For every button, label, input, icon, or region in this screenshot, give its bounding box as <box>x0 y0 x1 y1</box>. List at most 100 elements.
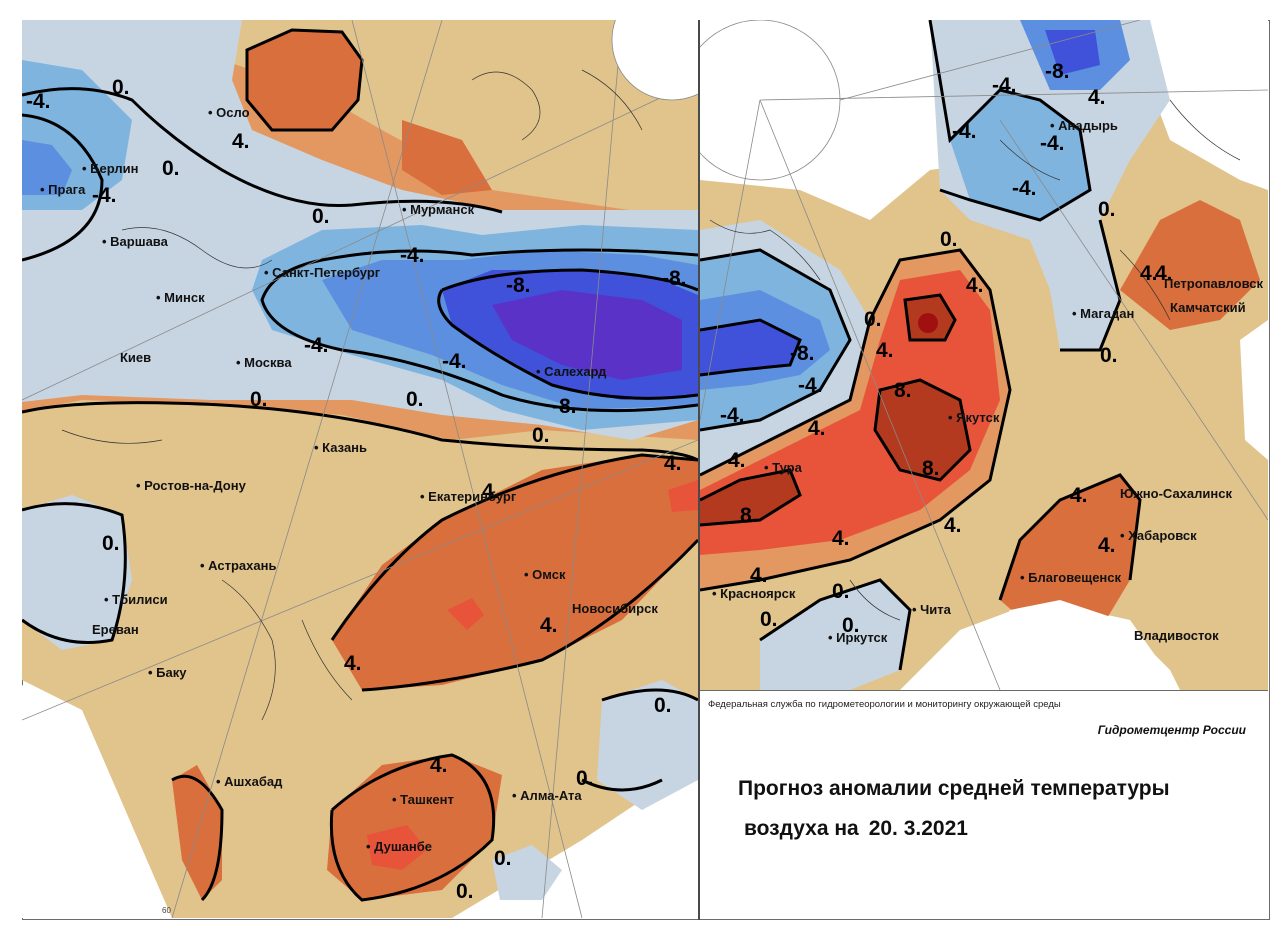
r-iso-label-minus8: -8. <box>790 342 815 365</box>
panel-divider <box>698 20 700 920</box>
city-oslo: • Осло <box>208 105 250 120</box>
r-iso-label-minus8: -8. <box>1045 60 1070 83</box>
right-isoline-west-hot <box>700 468 802 527</box>
r-iso-label-plus4: 4. <box>1070 484 1088 507</box>
left-west-cool-blob <box>22 495 132 650</box>
city-almaata: • Алма-Ата <box>512 788 582 803</box>
r-iso-label-plus4: 4. <box>1098 534 1116 557</box>
iso-label-zero: 0. <box>532 424 550 447</box>
iso-label-plus4: 4. <box>430 754 448 777</box>
isoline-minus4-west <box>22 113 104 262</box>
r-iso-label-zero: 0. <box>864 308 882 331</box>
right-north-very-cold <box>1045 30 1100 75</box>
iso-label-zero: 0. <box>312 205 330 228</box>
iso-label-plus4: 4. <box>232 130 250 153</box>
left-south-hot <box>367 825 427 870</box>
left-hot-spot <box>668 480 698 512</box>
iso-label-zero: 0. <box>494 847 512 870</box>
right-isoline-east <box>1060 219 1122 352</box>
city-magadan: • Магадан <box>1072 306 1134 321</box>
right-isoline-north <box>928 20 1092 222</box>
left-extreme-cold <box>492 290 682 380</box>
r-iso-label-plus4: 4. <box>966 274 984 297</box>
right-isoline-west-minus8 <box>700 318 802 377</box>
r-iso-label-plus4: 4. <box>1088 86 1106 109</box>
right-graticule <box>700 20 1268 690</box>
city-habarovsk: • Хабаровск <box>1120 528 1197 543</box>
right-south-cool <box>760 580 910 690</box>
right-central-very-hot-1 <box>875 380 970 480</box>
city-kazan: • Казань <box>314 440 367 455</box>
r-iso-label-minus4: -4. <box>952 120 977 143</box>
left-north-warm-2 <box>402 120 492 195</box>
left-map: 0. -4. 0. 4. -4. 0. -4. -8. -8. -4. -4. … <box>22 20 698 918</box>
city-anadyr: • Анадырь <box>1050 118 1118 133</box>
iso-label-zero: 0. <box>250 388 268 411</box>
right-isoline-warm <box>700 248 1012 592</box>
city-spb: • Санкт-Петербург <box>264 265 381 280</box>
isoline-zero-west <box>22 502 127 644</box>
isoline-north-warm <box>245 28 364 132</box>
city-tashkent: • Ташкент <box>392 792 454 807</box>
left-graticule-arc <box>611 20 698 101</box>
left-south-warm <box>327 755 502 900</box>
city-moskva: • Москва <box>236 355 292 370</box>
city-irkutsk: • Иркутск <box>828 630 888 645</box>
iso-label-plus4: 4. <box>540 614 558 637</box>
r-iso-label-plus4: 4. <box>876 339 894 362</box>
isoline-zero-central <box>22 401 698 462</box>
city-kamchatsky: Камчатский <box>1170 300 1246 315</box>
iso-label-minus8: -8. <box>506 274 531 297</box>
left-outside-area-2 <box>22 685 172 918</box>
iso-label-plus4: 4. <box>482 480 500 503</box>
iso-label-zero: 0. <box>162 157 180 180</box>
city-chita: • Чита <box>912 602 952 617</box>
city-yakutsk: • Якутск <box>948 410 1000 425</box>
left-graticule <box>22 20 698 918</box>
r-iso-label-plus4: 4. <box>944 514 962 537</box>
city-minsk: • Минск <box>156 290 205 305</box>
city-omsk: • Омск <box>524 567 566 582</box>
city-astrahan: • Астрахань <box>200 558 276 573</box>
iso-label-minus4: -4. <box>92 184 117 207</box>
r-iso-label-plus8: 8. <box>922 457 940 480</box>
city-varshava: • Варшава <box>102 234 169 249</box>
r-iso-label-plus4: 4. <box>728 449 746 472</box>
iso-label-zero: 0. <box>576 767 594 790</box>
city-blagoveshchensk: • Благовещенск <box>1020 570 1122 585</box>
right-west-hot <box>700 470 800 525</box>
title-prefix: воздуха на <box>744 817 859 840</box>
right-isoline-hot-2 <box>903 293 957 342</box>
city-baku: • Баку <box>148 665 187 680</box>
city-ekaterinburg: • Екатеринбург <box>420 489 517 504</box>
iso-label-minus8: -8. <box>662 267 687 290</box>
isoline-southwest <box>171 774 224 902</box>
r-iso-label-zero: 0. <box>940 228 958 251</box>
city-rostov: • Ростов-на-Дону <box>136 478 247 493</box>
center-name: Гидрометцентр России <box>1097 723 1246 737</box>
city-praga: • Прага <box>40 182 86 197</box>
right-isoline-hot-1 <box>873 378 972 482</box>
left-north-warm <box>247 30 362 130</box>
iso-label-minus4: -4. <box>400 244 425 267</box>
lon-tick-60: 60 <box>162 906 171 915</box>
r-iso-label-minus4: -4. <box>1012 177 1037 200</box>
city-tura: • Тура <box>764 460 803 475</box>
left-southeast-cool <box>597 680 698 810</box>
r-iso-label-zero: 0. <box>832 580 850 603</box>
iso-label-zero: 0. <box>112 76 130 99</box>
r-iso-label-zero: 0. <box>842 614 860 637</box>
iso-label-minus4: -4. <box>304 334 329 357</box>
city-salehard: • Салехард <box>536 364 607 379</box>
right-outside-area-2 <box>1240 320 1268 460</box>
city-dushanbe: • Душанбе <box>366 839 432 854</box>
isoline-four-east <box>330 453 698 692</box>
r-iso-label-zero: 0. <box>1098 198 1116 221</box>
iso-label-minus4: -4. <box>442 350 467 373</box>
city-vladivostok: Владивосток <box>1134 628 1219 643</box>
iso-label-zero: 0. <box>456 880 474 903</box>
city-murmansk: • Мурманск <box>402 202 475 217</box>
map-title-line2: воздуха на 20. 3.2021 <box>744 817 968 841</box>
isoline-minus4-central <box>260 248 698 413</box>
r-iso-label-plus4: 4. <box>1140 262 1158 285</box>
